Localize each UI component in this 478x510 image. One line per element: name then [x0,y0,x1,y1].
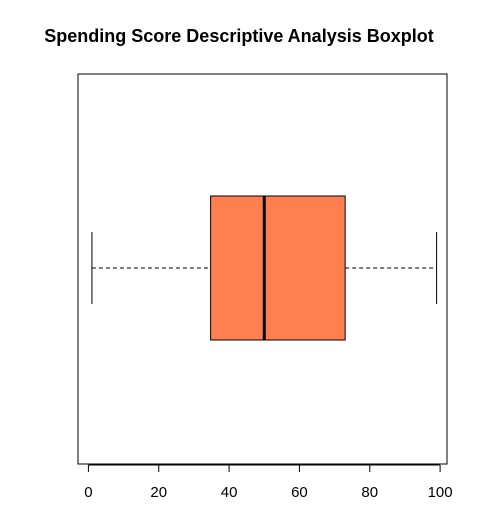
x-tick-label-100: 100 [428,484,453,501]
x-tick-label-60: 60 [291,484,308,501]
x-tick-label-0: 0 [84,484,92,501]
chart-title: Spending Score Descriptive Analysis Boxp… [44,26,434,46]
plot-frame [77,73,448,465]
x-axis: 0 20 40 60 80 100 [84,464,453,501]
boxplot-series [91,195,438,341]
x-tick-label-80: 80 [361,484,378,501]
x-tick-label-40: 40 [221,484,238,501]
x-tick-label-20: 20 [150,484,167,501]
iqr-box [210,195,346,341]
